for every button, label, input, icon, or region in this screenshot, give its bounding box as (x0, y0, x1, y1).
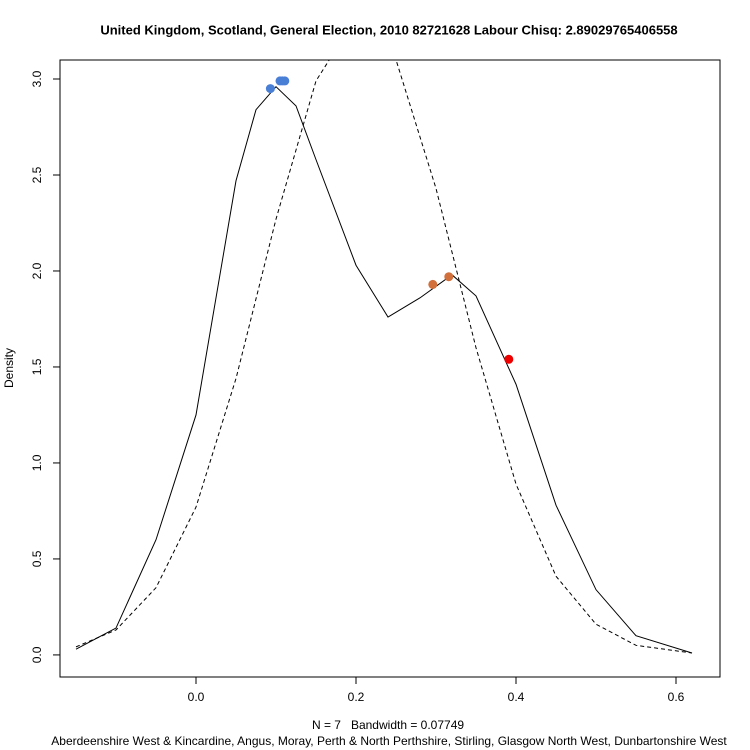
y-tick-label: 2.5 (30, 166, 44, 183)
data-point (504, 354, 514, 364)
density-curve (75, 85, 693, 654)
data-point (280, 76, 290, 86)
x-tick-label: 0.6 (668, 690, 685, 704)
subtitle: Aberdeenshire West & Kincardine, Angus, … (51, 734, 727, 748)
x-tick-label: 0.4 (508, 690, 525, 704)
x-tick-label: 0.0 (188, 690, 205, 704)
x-axis-label: N = 7 Bandwidth = 0.07749 (312, 718, 464, 732)
y-tick-label: 3.0 (30, 70, 44, 87)
y-tick-label: 1.5 (30, 358, 44, 375)
y-tick-label: 2.0 (30, 262, 44, 279)
y-tick-label: 1.0 (30, 454, 44, 471)
data-point (265, 84, 275, 94)
density-curve (75, 60, 693, 654)
y-tick-label: 0.0 (30, 646, 44, 663)
x-tick-label: 0.2 (348, 690, 365, 704)
data-point (444, 272, 454, 282)
plot-frame (59, 59, 721, 678)
data-point (428, 279, 438, 289)
chart-title: United Kingdom, Scotland, General Electi… (100, 22, 677, 37)
y-axis-label: Density (2, 348, 16, 388)
y-tick-label: 0.5 (30, 550, 44, 567)
